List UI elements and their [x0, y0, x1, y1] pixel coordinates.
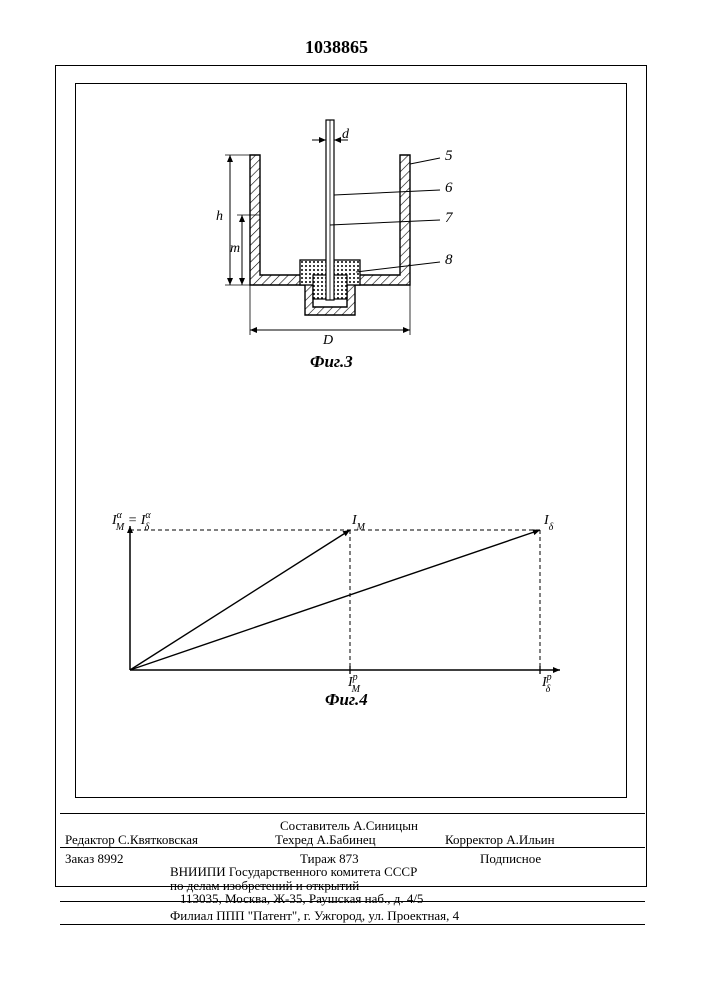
- page: 1038865 5678dDhm Фиг.3 IαМ = IαδIМIδIpМI…: [0, 0, 707, 1000]
- footer-signed: Подписное: [480, 851, 541, 867]
- footer-editor: Редактор С.Квятковская: [65, 832, 198, 848]
- svg-text:D: D: [322, 333, 333, 348]
- svg-text:d: d: [342, 127, 350, 142]
- svg-text:Iδ: Iδ: [543, 513, 554, 533]
- svg-text:Ipδ: Ipδ: [541, 672, 552, 695]
- figure-3: 5 6 7 8 d Dh m: [200, 100, 470, 360]
- footer-tech: Техред А.Бабинец: [275, 832, 376, 848]
- svg-text:5: 5: [445, 148, 453, 164]
- figure-4-caption: Фиг.4: [325, 690, 368, 710]
- svg-text:m: m: [230, 241, 240, 256]
- svg-text:IМ: IМ: [351, 513, 366, 533]
- svg-text:h: h: [216, 209, 223, 224]
- figure-3-caption: Фиг.3: [310, 352, 353, 372]
- svg-text:6: 6: [445, 180, 453, 196]
- footer-address: 113035, Москва, Ж-35, Раушская наб., д. …: [180, 891, 423, 907]
- svg-text:7: 7: [445, 210, 454, 226]
- footer-separator: [60, 924, 645, 925]
- footer-order: Заказ 8992: [65, 851, 124, 867]
- document-number: 1038865: [305, 37, 368, 58]
- svg-text:8: 8: [445, 252, 453, 268]
- footer-separator: [60, 813, 645, 814]
- footer-proofreader: Корректор А.Ильин: [445, 832, 555, 848]
- footer-branch: Филиал ППП "Патент", г. Ужгород, ул. Про…: [170, 908, 459, 924]
- figure-4: IαМ = IαδIМIδIpМIpδ: [110, 510, 580, 710]
